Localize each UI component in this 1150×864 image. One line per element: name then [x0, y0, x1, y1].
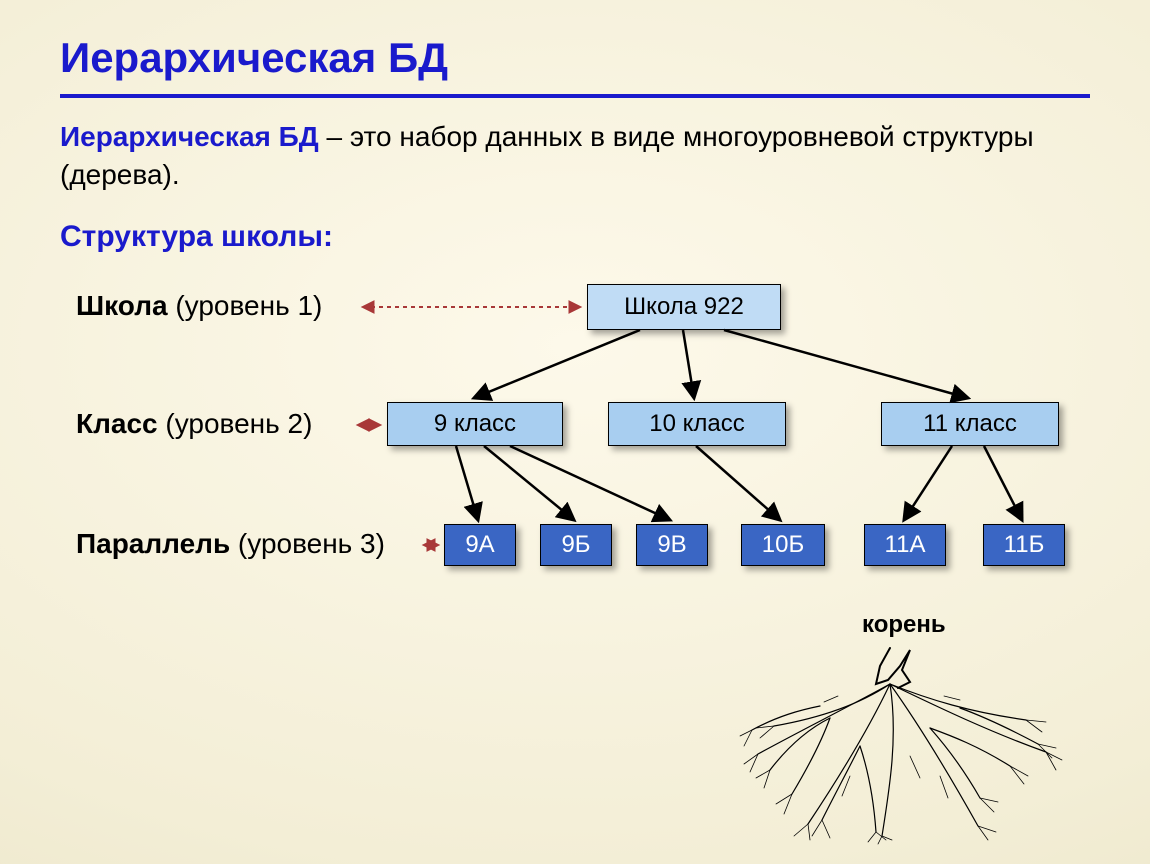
- tree-node-parallel: 11А: [864, 524, 946, 566]
- root-label: корень: [862, 611, 946, 639]
- definition-term: Иерархическая БД: [60, 121, 319, 152]
- slide: Иерархическая БД Иерархическая БД – это …: [0, 0, 1150, 864]
- page-title: Иерархическая БД: [60, 34, 448, 82]
- tree-node-class: 10 класс: [608, 402, 786, 446]
- tree-node-parallel: 10Б: [741, 524, 825, 566]
- tree-root-icon: [730, 636, 1070, 846]
- level-label-1: Школа (уровень 1): [76, 290, 322, 322]
- level-label-2: Класс (уровень 2): [76, 408, 312, 440]
- tree-node-class: 9 класс: [387, 402, 563, 446]
- tree-node-parallel: 9В: [636, 524, 708, 566]
- tree-node-parallel: 11Б: [983, 524, 1065, 566]
- tree-node-class: 11 класс: [881, 402, 1059, 446]
- tree-node-school: Школа 922: [587, 284, 781, 330]
- tree-node-parallel: 9А: [444, 524, 516, 566]
- definition-text: Иерархическая БД – это набор данных в ви…: [60, 118, 1150, 194]
- tree-node-parallel: 9Б: [540, 524, 612, 566]
- subheading: Структура школы:: [60, 220, 333, 254]
- title-underline: [60, 94, 1090, 98]
- level-label-3: Параллель (уровень 3): [76, 528, 385, 560]
